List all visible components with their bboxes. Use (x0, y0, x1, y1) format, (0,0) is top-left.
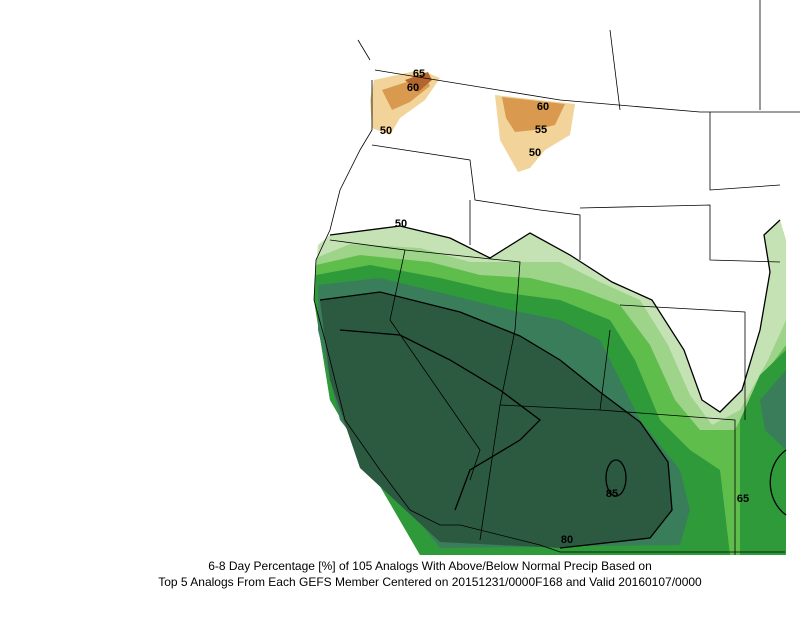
contour-label: 85 (606, 488, 618, 500)
contour-line (605, 459, 627, 497)
contour-label: 65 (737, 493, 749, 505)
contours (319, 219, 787, 549)
brown-nw (405, 72, 432, 92)
contour-label: 60 (537, 101, 549, 113)
border (357, 0, 761, 111)
caption-line: Top 5 Analogs From Each GEFS Member Cent… (158, 575, 702, 589)
contour-line (339, 329, 541, 511)
precip-shading (314, 70, 786, 555)
contour-labels: 65 60 50 60 55 50 50 85 65 80 (380, 68, 749, 546)
contour-label: 55 (535, 124, 547, 136)
contour-label: 50 (380, 125, 392, 137)
coastline (313, 80, 785, 553)
border (374, 69, 800, 113)
border (579, 112, 781, 420)
border (329, 239, 736, 555)
contour-label: 50 (529, 147, 541, 159)
contour-label: 65 (413, 68, 425, 80)
border (371, 144, 581, 260)
contour-line (319, 291, 673, 549)
contour-line (769, 449, 787, 516)
shade-75 (320, 292, 672, 548)
caption-line: 6-8 Day Percentage [%] of 105 Analogs Wi… (208, 559, 652, 573)
contour-label: 50 (395, 218, 407, 230)
contour-label: 80 (561, 534, 573, 546)
contour-line (329, 219, 781, 413)
borders (313, 0, 800, 555)
contour-label: 60 (407, 82, 419, 94)
shade-70-east (760, 370, 786, 450)
orange-mt (502, 97, 565, 132)
